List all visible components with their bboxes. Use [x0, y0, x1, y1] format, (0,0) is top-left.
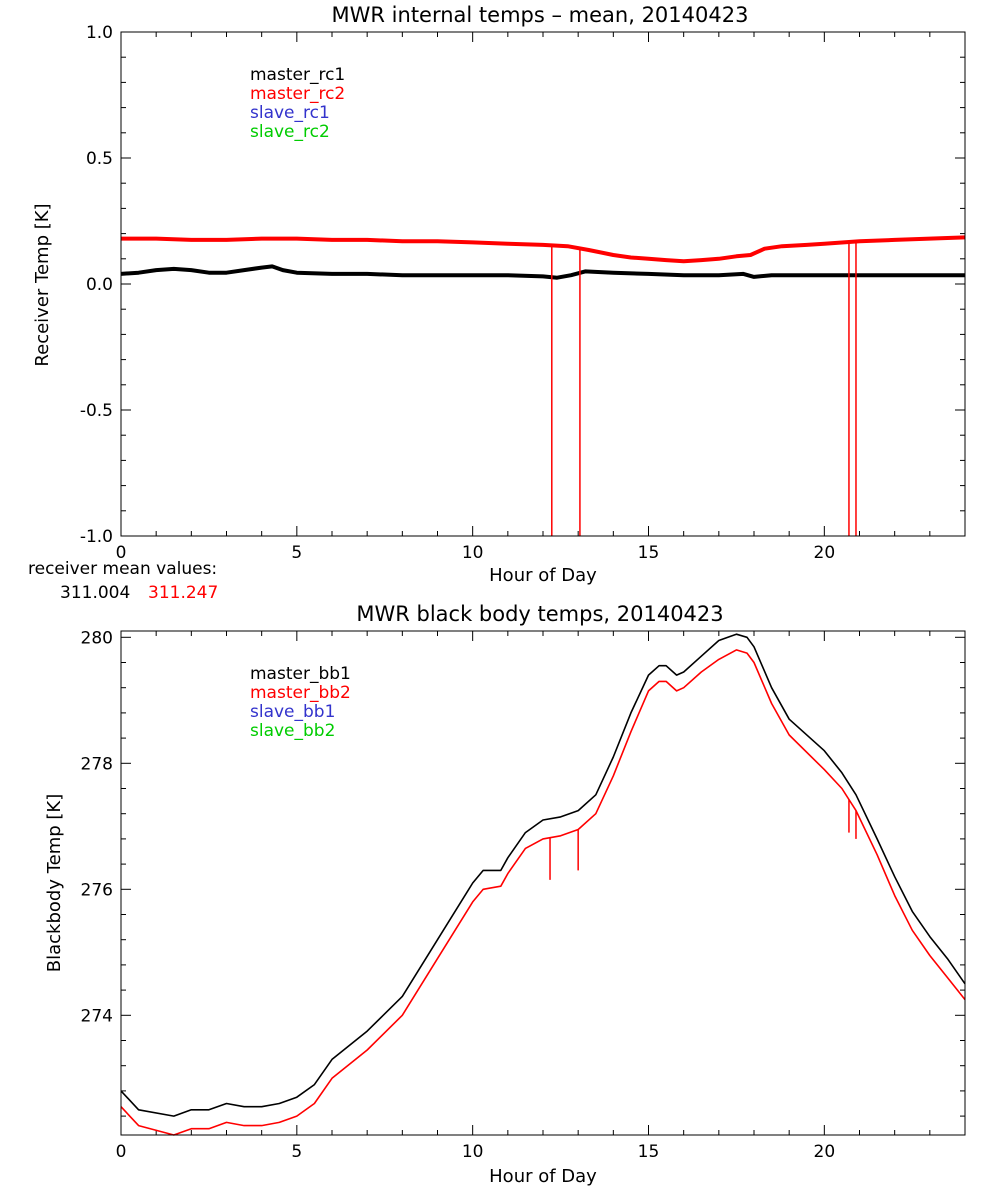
x-tick-label: 5: [291, 543, 302, 563]
y-tick-label: 1.0: [86, 23, 113, 43]
x-tick-label: 20: [814, 543, 836, 563]
x-tick-label: 0: [116, 1142, 127, 1162]
mean-values-label: receiver mean values:: [28, 559, 217, 579]
blackbody-temps-chart: MWR black body temps, 20140423 0 5 10 15 20 2…: [44, 602, 966, 1187]
x-tick-label: 10: [462, 1142, 484, 1162]
y-tick-label: 276: [81, 880, 113, 900]
internal-temps-chart: MWR internal temps – mean, 20140423 0 5 10…: [32, 3, 966, 586]
x-axis-label: Hour of Day: [489, 565, 597, 586]
legend-entry: master_bb1: [250, 664, 351, 684]
legend-entry: master_rc1: [250, 65, 345, 85]
legend-entry: slave_bb1: [250, 702, 335, 722]
chart-title: MWR internal temps – mean, 20140423: [332, 3, 749, 27]
tick-labels: 0 5 10 15 20 274 276 278 280: [81, 628, 836, 1162]
legend: master_rc1 master_rc2 slave_rc1 slave_rc…: [250, 65, 345, 142]
x-tick-label: 5: [291, 1142, 302, 1162]
chart-title: MWR black body temps, 20140423: [356, 602, 723, 626]
mean-value-2: 311.247: [148, 583, 218, 603]
plot-frame: [120, 630, 966, 1136]
y-tick-label: -1.0: [80, 527, 113, 547]
y-tick-label: 274: [81, 1006, 113, 1026]
mean-value-1: 311.004: [60, 583, 130, 603]
x-tick-label: 0: [116, 543, 127, 563]
series-line-master_rc1: [120, 264, 965, 280]
plot-frame: [120, 31, 966, 537]
y-tick-label: 278: [81, 754, 113, 774]
ticks: [120, 31, 966, 537]
series-line-master_bb2: [120, 649, 966, 1136]
y-tick-label: 0.0: [86, 275, 113, 295]
y-axis-label: Receiver Temp [K]: [32, 203, 53, 366]
legend-entry: slave_bb2: [250, 721, 335, 741]
legend-entry: master_rc2: [250, 84, 345, 104]
series-line-master_rc2: [121, 235, 966, 264]
legend-entry: slave_rc1: [250, 103, 330, 123]
tick-labels: 0 5 10 15 20 -1.0 -0.5 0.0 0.5 1.0: [80, 23, 835, 563]
y-tick-label: 0.5: [86, 149, 113, 169]
mean-values-note: receiver mean values: 311.004 311.247: [28, 559, 218, 603]
legend: master_bb1 master_bb2 slave_bb1 slave_bb…: [250, 664, 351, 741]
series-lines: [120, 633, 966, 1136]
legend-entry: master_bb2: [250, 683, 351, 703]
x-tick-label: 15: [638, 543, 660, 563]
y-tick-label: -0.5: [80, 401, 113, 421]
series-line-master_bb1: [120, 633, 966, 1117]
x-tick-label: 20: [814, 1142, 836, 1162]
y-axis-label: Blackbody Temp [K]: [44, 794, 65, 972]
y-tick-label: 280: [81, 628, 113, 648]
ticks: [120, 631, 966, 1135]
x-tick-label: 10: [462, 543, 484, 563]
series-lines: [120, 235, 966, 536]
x-tick-label: 15: [638, 1142, 660, 1162]
x-axis-label: Hour of Day: [489, 1166, 597, 1187]
legend-entry: slave_rc2: [250, 122, 330, 142]
